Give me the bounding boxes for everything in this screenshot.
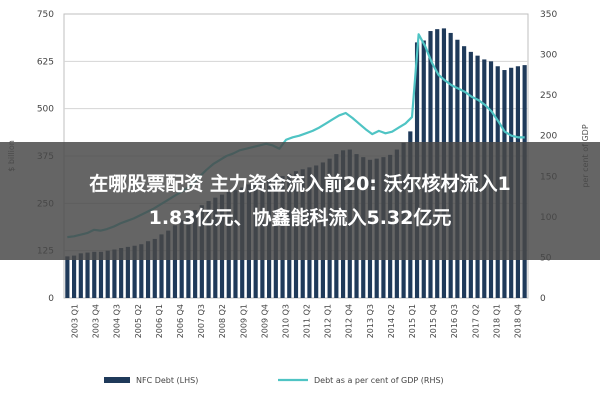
bar	[112, 249, 117, 298]
y-left-tick-label: 500	[37, 105, 54, 115]
bar	[139, 244, 144, 298]
y-right-tick-label: 350	[540, 10, 557, 20]
bar	[65, 256, 70, 298]
bar	[145, 241, 151, 298]
x-tick-label: 2006 Q4	[176, 304, 185, 338]
headline-overlay: 在哪股票配资 主力资金流入前20: 沃尔核材流入1 1.83亿元、协鑫能科流入5…	[0, 142, 600, 260]
legend-label-line: Debt as a per cent of GDP (RHS)	[314, 376, 444, 385]
bar	[92, 251, 97, 298]
x-tick-label: 2012 Q4	[345, 304, 354, 338]
bar	[132, 245, 137, 298]
bar	[125, 246, 130, 298]
bar	[172, 225, 178, 298]
x-tick-label: 2007 Q3	[197, 304, 206, 338]
x-tick-label: 2010 Q3	[281, 304, 290, 338]
bar	[85, 252, 90, 298]
y-right-tick-label: 0	[540, 294, 546, 304]
y-right-tick-label: 300	[540, 51, 557, 61]
x-tick-label: 2008 Q2	[218, 304, 227, 338]
x-tick-label: 2015 Q4	[429, 304, 438, 338]
x-tick-label: 2004 Q3	[113, 304, 122, 338]
bar	[72, 255, 77, 298]
bar	[119, 248, 124, 298]
x-tick-label: 2015 Q1	[408, 304, 417, 338]
bar	[166, 230, 171, 298]
x-tick-label: 2014 Q2	[387, 304, 396, 338]
x-tick-label: 2011 Q2	[303, 304, 312, 338]
x-tick-label: 2018 Q4	[513, 304, 522, 338]
bar	[78, 253, 83, 298]
headline-text: 在哪股票配资 主力资金流入前20: 沃尔核材流入1 1.83亿元、协鑫能科流入5…	[89, 167, 511, 235]
legend-label-bars: NFC Debt (LHS)	[136, 376, 198, 385]
x-tick-label: 2017 Q2	[471, 304, 480, 338]
x-tick-label: 2003 Q4	[92, 304, 101, 338]
x-tick-label: 2006 Q1	[155, 304, 164, 338]
headline-line-2: 1.83亿元、协鑫能科流入5.32亿元	[148, 207, 452, 229]
x-tick-label: 2012 Q1	[324, 304, 333, 338]
x-tick-label: 2009 Q4	[260, 304, 269, 338]
x-tick-label: 2013 Q3	[366, 304, 375, 338]
x-tick-label: 2003 Q1	[71, 304, 80, 338]
y-left-tick-label: 750	[37, 10, 54, 20]
y-right-tick-label: 250	[540, 91, 557, 101]
bar	[98, 251, 104, 298]
bar	[152, 238, 157, 298]
bar	[105, 250, 110, 298]
y-right-tick-label: 200	[540, 132, 557, 142]
bar	[159, 234, 164, 298]
x-tick-label: 2018 Q1	[492, 304, 501, 338]
x-tick-label: 2009 Q1	[239, 304, 248, 338]
headline-line-1: 在哪股票配资 主力资金流入前20: 沃尔核材流入1	[89, 173, 511, 195]
x-tick-label: 2005 Q2	[134, 304, 143, 338]
x-tick-label: 2016 Q3	[450, 304, 459, 338]
y-left-tick-label: 0	[48, 294, 54, 304]
y-left-tick-label: 625	[37, 57, 54, 67]
legend-swatch-bars	[104, 377, 130, 383]
